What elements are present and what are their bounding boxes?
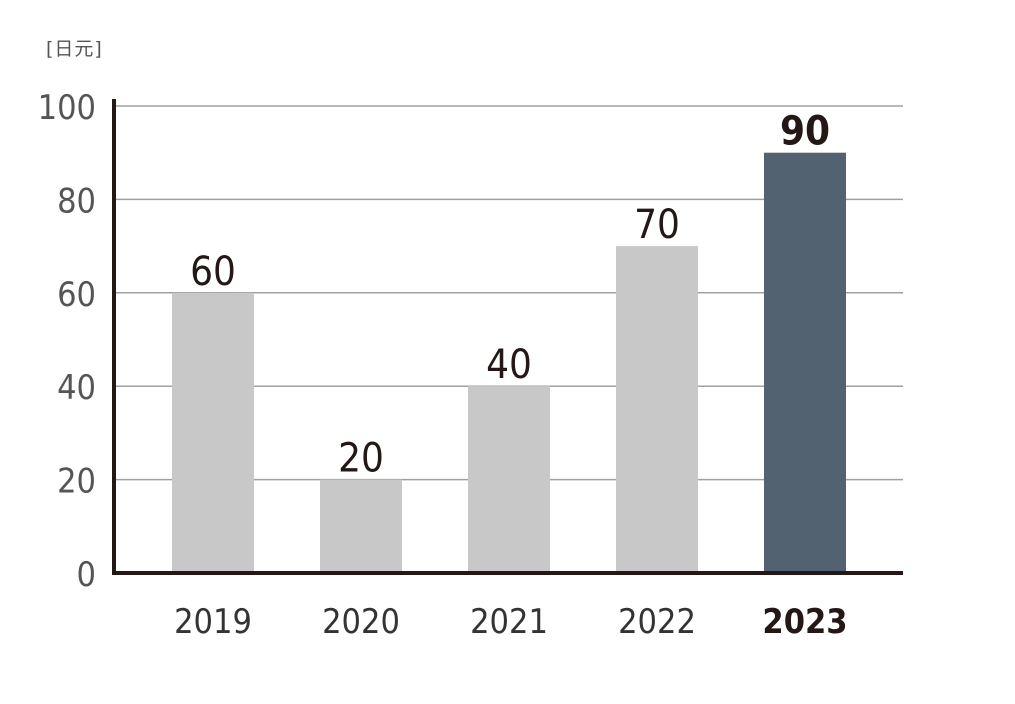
y-tick-label: 100 xyxy=(38,88,96,128)
x-tick-label-2021: 2021 xyxy=(470,602,548,642)
y-tick-label: 20 xyxy=(57,462,96,502)
x-tick-label-2023: 2023 xyxy=(762,602,847,642)
value-label-2020: 20 xyxy=(338,436,384,482)
y-tick-label: 40 xyxy=(57,368,96,408)
x-tick-label-2022: 2022 xyxy=(618,602,696,642)
bar-2022 xyxy=(616,246,698,573)
y-tick-label: 0 xyxy=(77,555,96,595)
bar-2019 xyxy=(172,292,254,573)
bar-2020 xyxy=(320,479,402,573)
y-tick-label: 80 xyxy=(57,181,96,221)
value-label-2019: 60 xyxy=(190,249,236,295)
labels: 0204060801006020192020204020217020229020… xyxy=(38,88,848,642)
bar-2023 xyxy=(764,152,846,573)
value-label-2022: 70 xyxy=(634,202,680,248)
value-label-2021: 40 xyxy=(486,342,532,388)
bar-2021 xyxy=(468,386,550,573)
x-tick-label-2019: 2019 xyxy=(174,602,252,642)
axes xyxy=(112,99,903,575)
value-label-2023: 90 xyxy=(780,109,830,155)
x-tick-label-2020: 2020 xyxy=(322,602,400,642)
y-tick-label: 60 xyxy=(57,275,96,315)
y-axis-unit-label: [日元] xyxy=(46,38,103,60)
bars xyxy=(172,152,846,573)
